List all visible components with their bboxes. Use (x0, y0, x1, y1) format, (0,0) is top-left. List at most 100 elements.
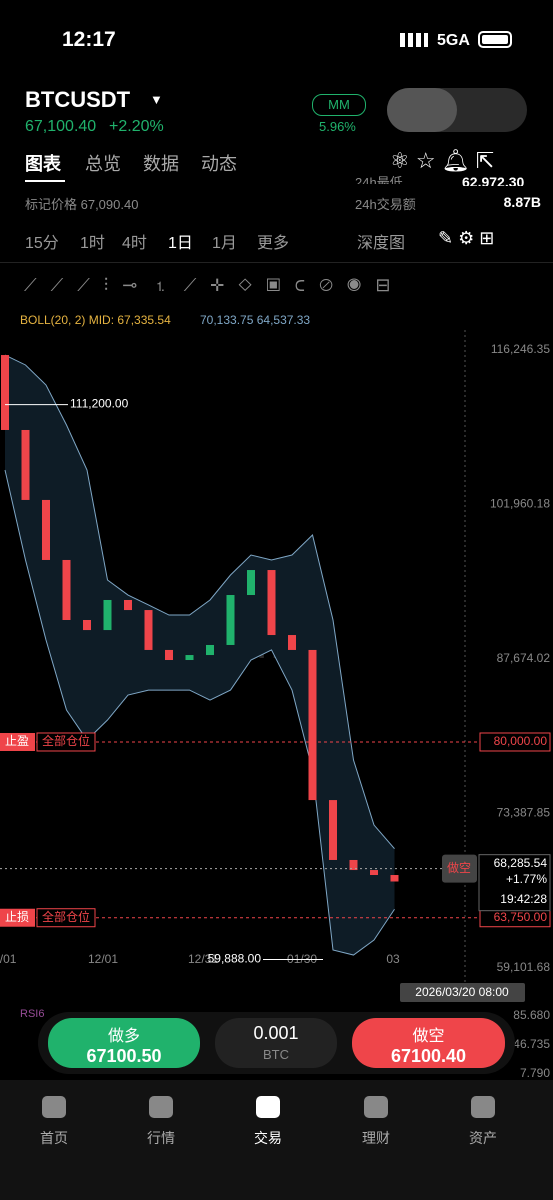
tab[interactable]: 总览 (85, 154, 121, 174)
candle (349, 859, 358, 871)
candle (144, 610, 153, 650)
cursor-time: 2026/03/20 08:00 (415, 985, 509, 999)
boll-label: BOLL(20, 2) MID: 67,335.54 (20, 313, 171, 327)
candle (329, 800, 337, 860)
nav-icon[interactable] (256, 1096, 280, 1118)
y-tick-label: 87,674.02 (497, 651, 551, 665)
long-price: 67100.50 (86, 1046, 162, 1066)
low-value: 62,972.30 (462, 174, 525, 186)
tag: 止损 (5, 910, 29, 924)
candle (165, 649, 173, 661)
view-toggle[interactable] (387, 88, 527, 132)
band-fill (5, 355, 395, 956)
qty: 0.001 (253, 1023, 299, 1043)
signal (400, 33, 428, 47)
chart-tools[interactable]: ✎ ⚙ ⊞ (438, 228, 495, 248)
price: 67,100.40 (25, 118, 97, 135)
scope-box (36, 732, 96, 752)
time-box (400, 983, 525, 1002)
nav-icon[interactable] (364, 1096, 388, 1118)
short-button[interactable]: 做空 67100.40 (352, 1018, 505, 1068)
interval[interactable]: 1日 (168, 235, 193, 252)
toolbar-icons[interactable]: ⚛ ☆ 🔔︎ ⇱ (390, 148, 495, 173)
candle (206, 644, 214, 656)
tab[interactable]: 数据 (143, 154, 179, 174)
y-tick-label: 116,246.35 (491, 342, 550, 356)
last-box (478, 854, 551, 912)
nav-label[interactable]: 理财 (362, 1130, 390, 1146)
candle (42, 499, 50, 560)
symbol[interactable]: BTCUSDT (25, 87, 131, 112)
dropdown[interactable]: ▼ (150, 92, 163, 107)
drawing-tools[interactable]: ⟋⟋⟋⫶⊸⒈⟋✛◇▣⊂⊘◉⊟ (24, 275, 405, 295)
nav-label[interactable]: 资产 (469, 1130, 497, 1146)
short-price: 67100.40 (390, 1046, 467, 1066)
low-label: 24h最低 (355, 175, 403, 184)
turnover-label: 24h交易额 (355, 197, 416, 212)
qty-field[interactable]: 0.001 BTC (215, 1018, 337, 1068)
nav-icon[interactable] (42, 1096, 66, 1118)
candle (124, 599, 132, 611)
candle (226, 595, 235, 645)
mm-label: MM (312, 94, 366, 116)
nav-label[interactable]: 交易 (254, 1130, 282, 1146)
sub-label: 85.680 (513, 1008, 550, 1022)
scope: 全部仓位 (42, 909, 90, 924)
last-change: +1.77% (506, 872, 547, 886)
battery (478, 31, 512, 48)
candle (185, 655, 194, 661)
interval[interactable]: 1时 (80, 235, 105, 252)
sub-label: 7.790 (520, 1066, 550, 1080)
change: +2.20% (109, 118, 164, 135)
interval[interactable]: 深度图 (357, 235, 406, 252)
boll-bands: 70,133.75 64,537.33 (200, 313, 311, 327)
candle (267, 570, 276, 636)
last-price: 68,285.54 (494, 856, 548, 870)
interval[interactable]: 更多 (257, 235, 290, 252)
tab[interactable]: 图表 (25, 154, 61, 174)
candle (83, 619, 91, 631)
candle (288, 635, 296, 650)
price-box (479, 732, 551, 752)
short-tag: 做空 (447, 860, 471, 875)
tag-box (0, 732, 35, 751)
short-tag-box (442, 854, 477, 883)
candle (21, 429, 30, 500)
tag-box (0, 908, 35, 927)
clock: 12:17 (62, 28, 116, 51)
tag: 止盈 (5, 734, 29, 748)
long-label: 做多 (107, 1028, 140, 1045)
tab[interactable]: 动态 (201, 154, 237, 174)
turnover-value: 8.87B (503, 194, 541, 210)
x-tick-label: 12/31 (188, 952, 218, 966)
short-label: 做空 (412, 1028, 445, 1045)
nav-label[interactable]: 行情 (147, 1130, 175, 1146)
candle (370, 870, 378, 876)
interval[interactable]: 1月 (212, 235, 237, 252)
divider (0, 262, 553, 263)
candle (103, 599, 112, 631)
band-upper (4, 354, 395, 850)
long-button[interactable]: 做多 67100.50 (48, 1018, 200, 1068)
x-tick-label: 12/01 (88, 952, 118, 966)
candle (247, 570, 255, 596)
candle (390, 875, 399, 882)
y-tick-label: 59,101.68 (497, 960, 551, 974)
high-label: 111,200.00 (70, 397, 129, 411)
unit: BTC (263, 1047, 289, 1062)
nav-icon[interactable] (149, 1096, 173, 1118)
countdown: 19:42:28 (500, 892, 547, 906)
nav-icon[interactable] (471, 1096, 495, 1118)
candle (308, 649, 317, 801)
mark-price: 标记价格 67,090.40 (25, 197, 139, 212)
low-label: 59,888.00 (208, 952, 262, 966)
x-tick-label: /01 (0, 952, 17, 966)
candle (1, 355, 9, 430)
nav-label[interactable]: 首页 (40, 1130, 68, 1146)
interval[interactable]: 4时 (122, 235, 147, 252)
interval[interactable]: 15分 (25, 235, 59, 252)
mm-value: 5.96% (319, 119, 356, 134)
network: 5GA (437, 32, 470, 49)
y-tick-label: 73,387.85 (497, 806, 551, 820)
